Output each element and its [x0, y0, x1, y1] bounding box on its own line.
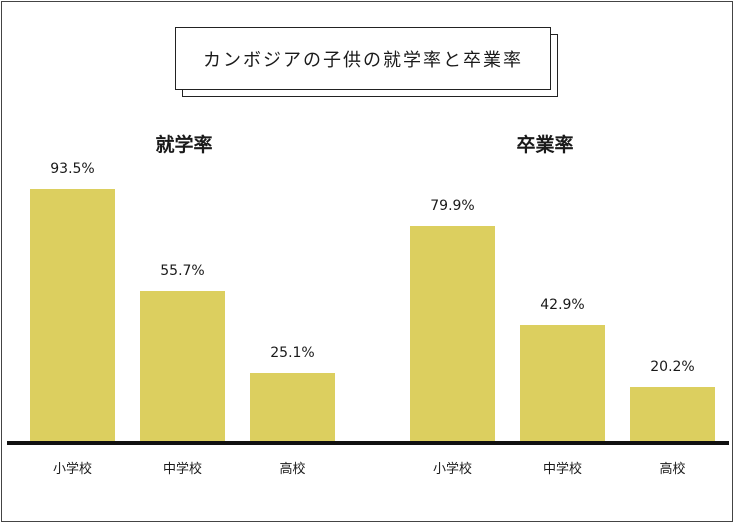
x-axis-baseline [7, 441, 729, 445]
data-label: 20.2% [650, 358, 695, 375]
chart-title-graduation: 卒業率 [516, 134, 574, 156]
x-tick-label: 高校 [279, 462, 306, 477]
x-tick-label: 中学校 [162, 462, 203, 477]
bar-enrollment-0 [30, 189, 115, 441]
x-tick-label: 小学校 [52, 462, 93, 477]
x-tick-label: 高校 [659, 462, 686, 477]
bar-enrollment-2 [250, 373, 335, 441]
data-label: 93.5% [50, 161, 95, 178]
bar-graduation-1 [520, 325, 605, 441]
data-label: 79.9% [430, 197, 475, 214]
bar-graduation-0 [410, 225, 495, 441]
chart-title-enrollment: 就学率 [155, 134, 213, 156]
data-label: 55.7% [160, 262, 205, 279]
data-label: 42.9% [540, 297, 585, 314]
data-label: 25.1% [270, 345, 315, 362]
chart-title: カンボジアの子供の就学率と卒業率 [175, 27, 551, 90]
bar-graduation-2 [630, 386, 715, 441]
x-tick-label: 小学校 [432, 462, 473, 477]
bar-enrollment-1 [140, 290, 225, 441]
x-tick-label: 中学校 [542, 462, 583, 477]
